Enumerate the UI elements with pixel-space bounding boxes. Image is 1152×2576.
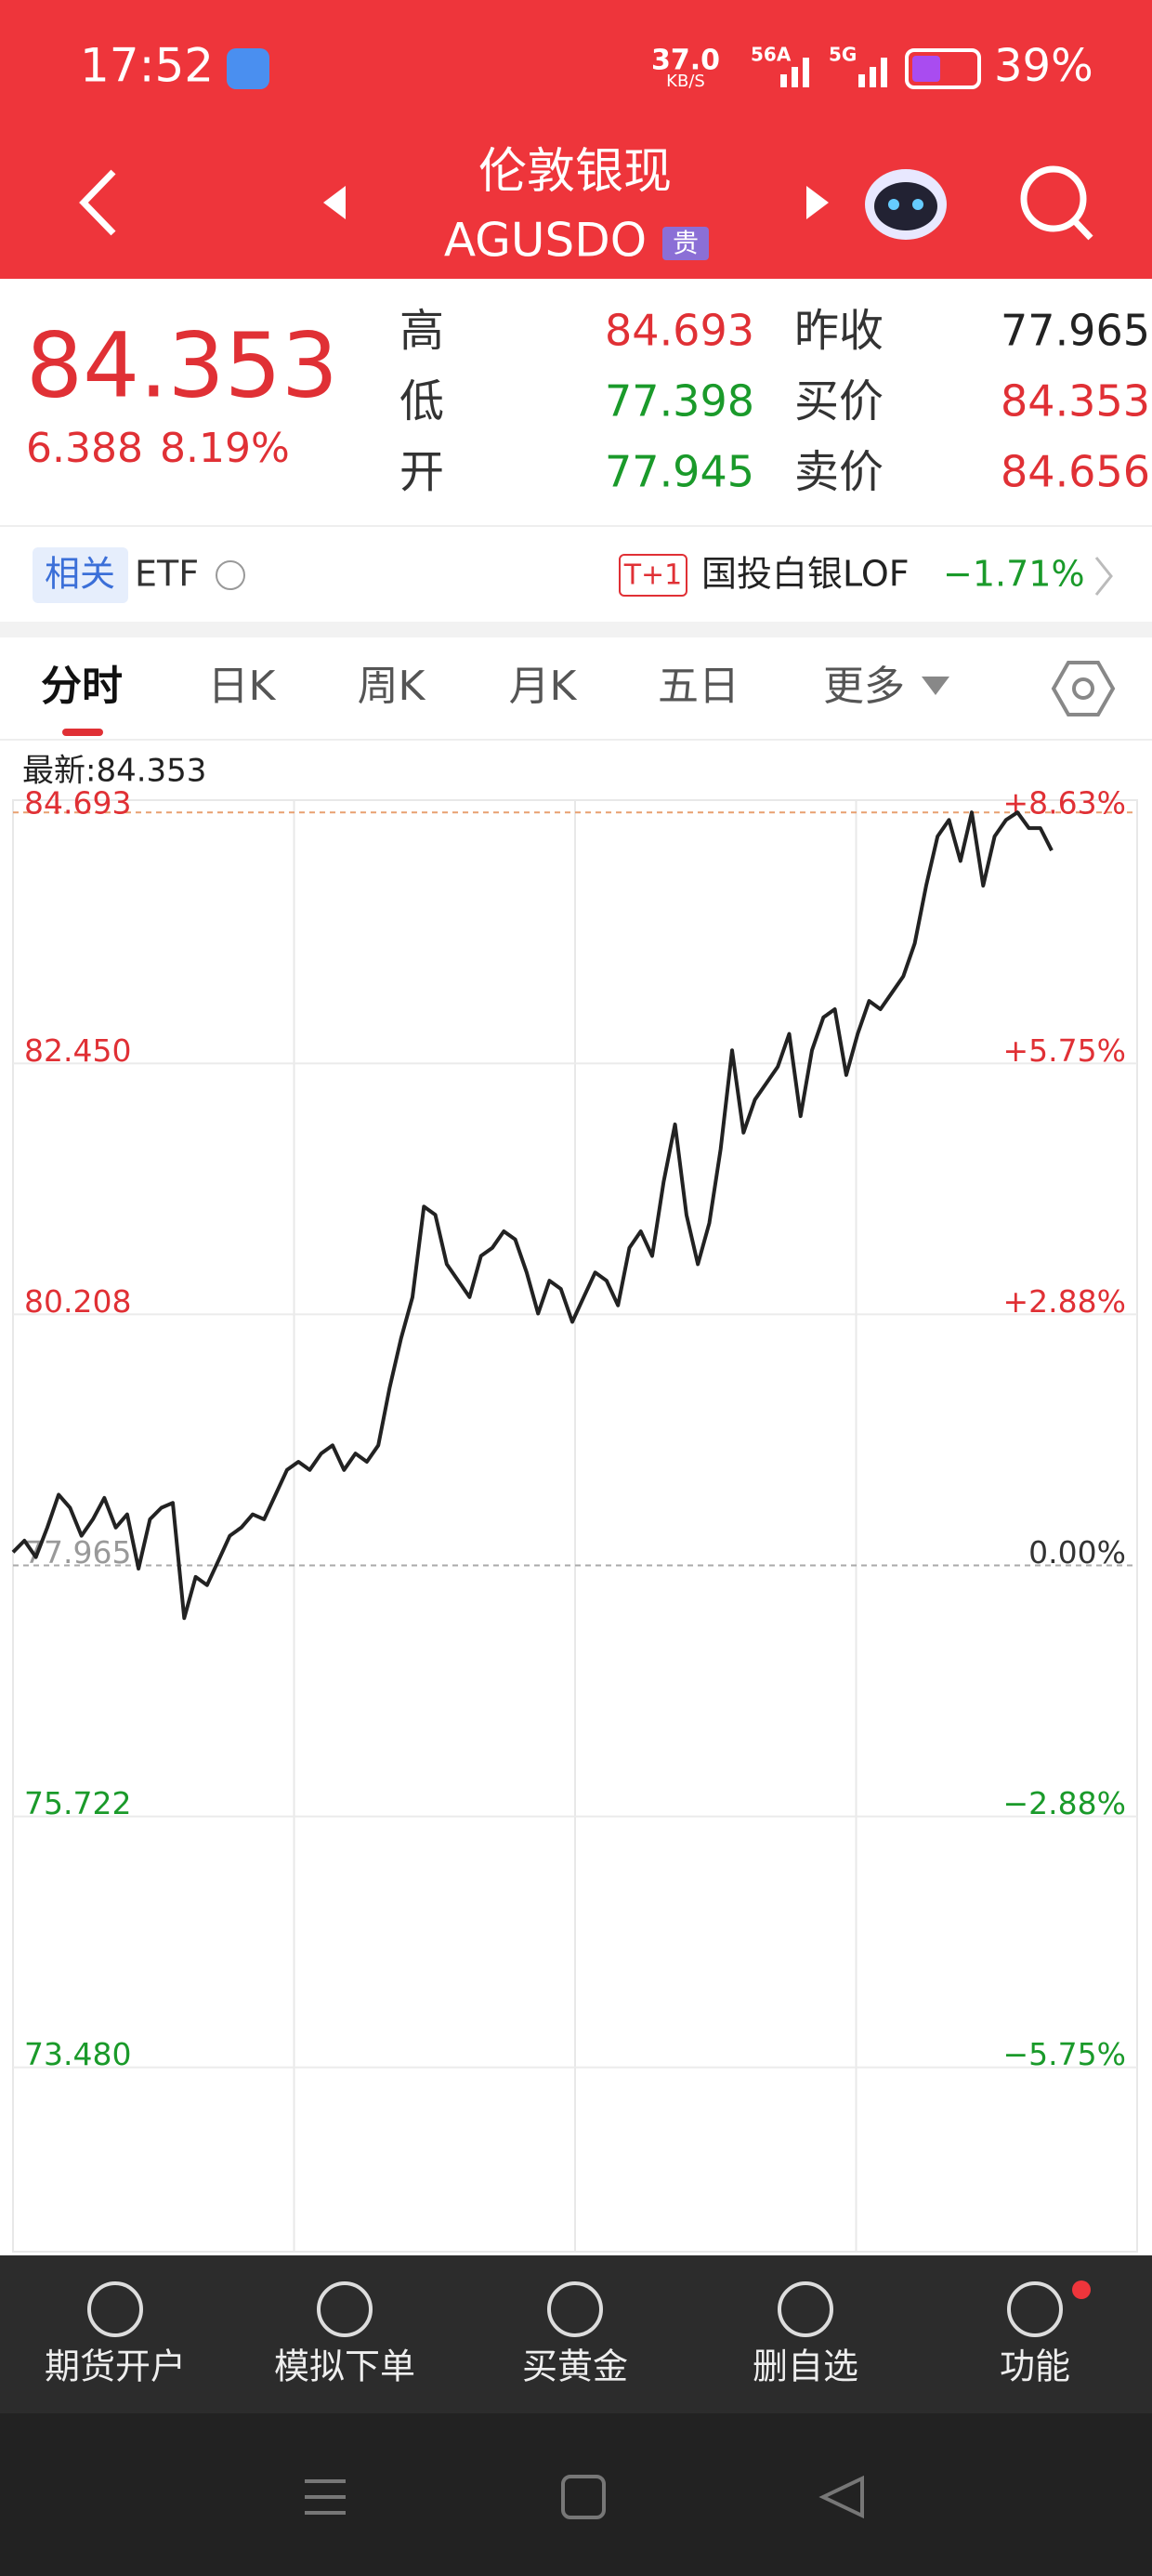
y-tick-label: 77.965 xyxy=(24,1534,131,1571)
signal-bars xyxy=(780,58,887,87)
weather-icon xyxy=(227,48,269,89)
signal-label: 5G xyxy=(829,44,857,66)
signal-label: 56A xyxy=(751,44,792,66)
nav-icon[interactable] xyxy=(1007,2281,1063,2337)
next-button[interactable] xyxy=(806,186,829,219)
fund[interactable]: 国投白银LOF xyxy=(701,554,910,595)
title: 伦敦银现 xyxy=(478,144,672,200)
stat-value: 77.398 xyxy=(605,376,754,427)
system-nav xyxy=(305,2475,864,2519)
tab[interactable]: 月K xyxy=(509,663,578,710)
code: AGUSDO xyxy=(444,214,647,268)
stat-value: 84.693 xyxy=(605,306,754,356)
badge: 贵 xyxy=(673,228,699,258)
tab[interactable]: 周K xyxy=(358,663,426,710)
etf-link[interactable]: ETF xyxy=(135,554,199,595)
stat-label: 高 xyxy=(399,305,444,357)
nav-icon[interactable] xyxy=(778,2281,833,2337)
y-tick-label: 73.480 xyxy=(24,2036,131,2072)
y-tick-label: 84.693 xyxy=(24,785,131,821)
battery-pct: 39% xyxy=(994,40,1093,92)
nav-label[interactable]: 期货开户 xyxy=(45,2346,186,2387)
nav-icon[interactable] xyxy=(317,2281,373,2337)
pct-label: 0.00% xyxy=(1028,1534,1126,1571)
stat-value: 84.353 xyxy=(1001,376,1150,427)
nav-icon[interactable] xyxy=(547,2281,603,2337)
stat-value: 77.965 xyxy=(1001,306,1150,356)
t1-box xyxy=(619,554,687,597)
menu-key[interactable] xyxy=(305,2479,346,2515)
y-tick-label: 80.208 xyxy=(24,1283,131,1320)
help-icon[interactable] xyxy=(216,560,245,590)
change: 6.388 xyxy=(26,425,143,472)
price: 84.353 xyxy=(26,313,338,417)
nav-label[interactable]: 功能 xyxy=(1000,2346,1070,2387)
pct-label: −5.75% xyxy=(1003,2036,1126,2072)
pct-label: +2.88% xyxy=(1003,1283,1126,1320)
header-bg xyxy=(0,0,1152,279)
chevron[interactable] xyxy=(1094,557,1113,596)
search-button[interactable] xyxy=(1020,165,1093,241)
y-tick-label: 82.450 xyxy=(24,1032,131,1069)
nav-label[interactable]: 删自选 xyxy=(753,2346,858,2387)
prev-button[interactable] xyxy=(323,186,346,219)
home-key[interactable] xyxy=(561,2475,606,2519)
time: 17:52 xyxy=(80,39,214,93)
nav-bar xyxy=(0,2413,1152,2576)
tab[interactable]: 日K xyxy=(208,663,277,710)
gap xyxy=(0,622,1152,637)
tab[interactable]: 五日 xyxy=(658,663,740,710)
stat-label: 开 xyxy=(399,446,444,498)
battery-level xyxy=(912,56,940,82)
stat-value: 77.945 xyxy=(605,447,754,497)
stat-label: 卖价 xyxy=(794,446,884,498)
back-key[interactable] xyxy=(818,2475,864,2519)
stat-label: 昨收 xyxy=(794,305,884,357)
red-dot xyxy=(1072,2280,1091,2299)
t1: T+1 xyxy=(623,559,683,592)
stat-value: 84.656 xyxy=(1001,447,1150,497)
robot-button[interactable] xyxy=(865,169,947,240)
latest-label: 最新:84.353 xyxy=(22,753,206,790)
net-speed: 37.0 xyxy=(651,45,720,77)
tab-underline xyxy=(62,729,103,736)
fund-change: −1.71% xyxy=(943,554,1085,595)
tag-bg xyxy=(33,547,128,603)
pct-label: −2.88% xyxy=(1003,1785,1126,1821)
nav-label[interactable]: 买黄金 xyxy=(522,2346,628,2387)
tag: 相关 xyxy=(45,554,115,595)
badge-bg xyxy=(662,227,709,260)
change-pct: 8.19% xyxy=(160,425,290,472)
net-unit: KB/S xyxy=(666,72,705,91)
y-tick-label: 75.722 xyxy=(24,1785,131,1821)
pct-label: +5.75% xyxy=(1003,1032,1126,1069)
stat-label: 买价 xyxy=(794,375,884,427)
price-line xyxy=(11,810,1054,1621)
tab[interactable]: 分时 xyxy=(41,663,123,710)
nav-icon[interactable] xyxy=(87,2281,143,2337)
pct-label: +8.63% xyxy=(1003,785,1126,821)
tab[interactable]: 更多 xyxy=(823,663,905,710)
more-arrow[interactable] xyxy=(922,677,949,695)
stat-label: 低 xyxy=(399,375,444,427)
back-button[interactable] xyxy=(79,169,116,236)
settings-button[interactable] xyxy=(1051,661,1116,716)
nav-label[interactable]: 模拟下单 xyxy=(274,2346,415,2387)
battery xyxy=(905,48,981,89)
